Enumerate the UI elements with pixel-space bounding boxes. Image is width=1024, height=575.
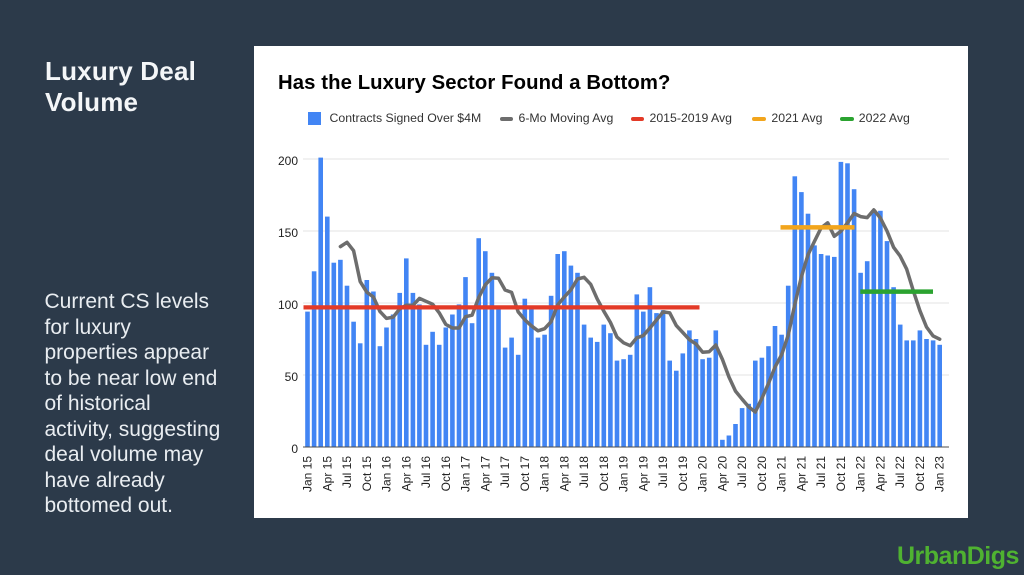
svg-text:Apr 18: Apr 18 (557, 456, 571, 492)
svg-text:Apr 21: Apr 21 (794, 456, 808, 492)
svg-text:Jan 18: Jan 18 (538, 456, 552, 492)
svg-text:150: 150 (278, 226, 298, 240)
svg-text:Apr 19: Apr 19 (636, 456, 650, 492)
svg-text:50: 50 (285, 370, 299, 384)
svg-text:Jul 18: Jul 18 (577, 456, 591, 488)
svg-text:Jan 19: Jan 19 (617, 456, 631, 492)
svg-text:Jul 21: Jul 21 (814, 456, 828, 488)
svg-text:Apr 16: Apr 16 (399, 456, 413, 492)
svg-text:Oct 15: Oct 15 (360, 456, 374, 492)
svg-text:Apr 20: Apr 20 (715, 456, 729, 492)
svg-text:Apr 17: Apr 17 (478, 456, 492, 492)
svg-text:Jul 22: Jul 22 (893, 456, 907, 488)
svg-text:Jan 21: Jan 21 (775, 456, 789, 492)
svg-text:Jan 16: Jan 16 (380, 456, 394, 492)
svg-text:Oct 16: Oct 16 (439, 456, 453, 492)
svg-text:Oct 22: Oct 22 (913, 456, 927, 492)
svg-text:Jul 17: Jul 17 (498, 456, 512, 488)
svg-text:Apr 15: Apr 15 (320, 456, 334, 492)
svg-text:Oct 20: Oct 20 (755, 456, 769, 492)
svg-text:Apr 22: Apr 22 (873, 456, 887, 492)
svg-text:Jan 17: Jan 17 (459, 456, 473, 492)
svg-text:Jul 16: Jul 16 (419, 456, 433, 488)
svg-text:Oct 19: Oct 19 (676, 456, 690, 492)
svg-text:Jul 15: Jul 15 (340, 456, 354, 488)
svg-text:Oct 21: Oct 21 (834, 456, 848, 492)
svg-text:Jan 22: Jan 22 (854, 456, 868, 492)
svg-text:Jul 19: Jul 19 (656, 456, 670, 488)
svg-text:0: 0 (291, 442, 298, 456)
svg-text:100: 100 (278, 298, 298, 312)
svg-text:Oct 17: Oct 17 (518, 456, 532, 492)
svg-text:Jan 23: Jan 23 (933, 456, 947, 492)
svg-text:Jan 20: Jan 20 (696, 456, 710, 492)
svg-text:200: 200 (278, 154, 298, 168)
svg-text:Jan 15: Jan 15 (301, 456, 315, 492)
svg-text:Jul 20: Jul 20 (735, 456, 749, 488)
svg-text:Oct 18: Oct 18 (597, 456, 611, 492)
